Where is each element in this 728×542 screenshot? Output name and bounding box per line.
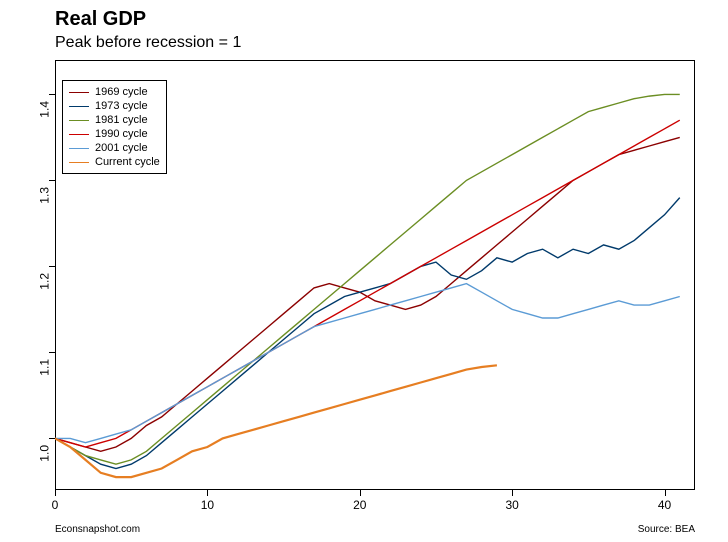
x-tick-mark bbox=[360, 490, 361, 496]
x-tick-label: 40 bbox=[658, 498, 671, 512]
series-line bbox=[55, 137, 680, 451]
footer-left: Econsnapshot.com bbox=[55, 524, 140, 535]
y-tick-mark bbox=[49, 266, 55, 267]
legend-swatch bbox=[69, 134, 89, 135]
legend-label: 1981 cycle bbox=[95, 114, 148, 126]
x-tick-mark bbox=[207, 490, 208, 496]
chart-container: Real GDP Peak before recession = 1 1969 … bbox=[0, 0, 728, 542]
legend-label: 1969 cycle bbox=[95, 86, 148, 98]
x-tick-mark bbox=[665, 490, 666, 496]
x-tick-mark bbox=[55, 490, 56, 496]
y-tick-label: 1.4 bbox=[38, 101, 52, 118]
y-tick-label: 1.2 bbox=[38, 273, 52, 290]
x-tick-label: 0 bbox=[52, 498, 59, 512]
series-line bbox=[55, 198, 680, 469]
legend-item: 1981 cycle bbox=[69, 113, 160, 127]
y-tick-mark bbox=[49, 94, 55, 95]
legend-label: 1990 cycle bbox=[95, 128, 148, 140]
series-line bbox=[55, 284, 680, 443]
legend: 1969 cycle 1973 cycle 1981 cycle 1990 cycle… bbox=[62, 80, 167, 174]
legend-item: 1973 cycle bbox=[69, 99, 160, 113]
y-tick-mark bbox=[49, 438, 55, 439]
x-tick-mark bbox=[512, 490, 513, 496]
legend-swatch bbox=[69, 162, 89, 163]
legend-item: 1990 cycle bbox=[69, 127, 160, 141]
y-tick-label: 1.1 bbox=[38, 359, 52, 376]
legend-swatch bbox=[69, 148, 89, 149]
x-tick-label: 20 bbox=[353, 498, 366, 512]
series-line bbox=[55, 365, 497, 477]
legend-item: 2001 cycle bbox=[69, 141, 160, 155]
legend-swatch bbox=[69, 120, 89, 121]
legend-label: 1973 cycle bbox=[95, 100, 148, 112]
legend-label: 2001 cycle bbox=[95, 142, 148, 154]
y-tick-mark bbox=[49, 180, 55, 181]
legend-item: Current cycle bbox=[69, 155, 160, 169]
legend-label: Current cycle bbox=[95, 156, 160, 168]
legend-swatch bbox=[69, 106, 89, 107]
y-tick-label: 1.0 bbox=[38, 445, 52, 462]
y-tick-label: 1.3 bbox=[38, 187, 52, 204]
legend-item: 1969 cycle bbox=[69, 85, 160, 99]
y-tick-mark bbox=[49, 352, 55, 353]
x-tick-label: 10 bbox=[201, 498, 214, 512]
legend-swatch bbox=[69, 92, 89, 93]
x-tick-label: 30 bbox=[505, 498, 518, 512]
footer-right: Source: BEA bbox=[638, 524, 695, 535]
